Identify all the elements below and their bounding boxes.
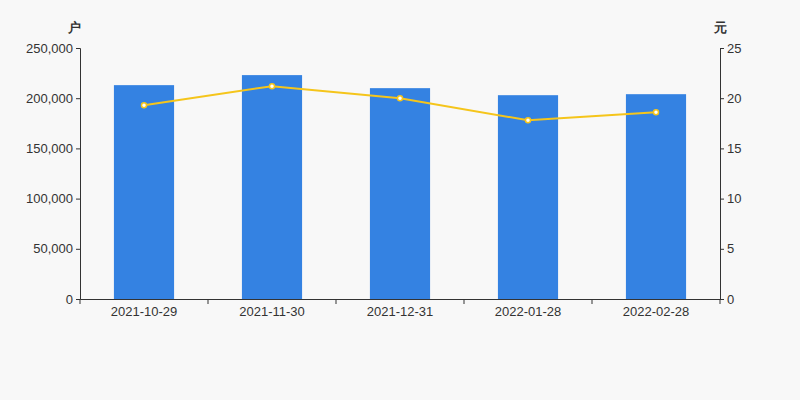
plot-marks: [114, 75, 686, 299]
tick-mark: [76, 148, 80, 149]
tick: 20: [720, 91, 741, 106]
tick-label: 50,000: [33, 241, 73, 256]
tick: 25: [720, 41, 741, 56]
x-axis: 2021-10-29 2021-11-30 2021-12-31 2022-01-28…: [80, 299, 721, 319]
axis-line: [76, 49, 81, 300]
tick-label: 2021-12-31: [367, 304, 434, 319]
tick-mark: [76, 249, 80, 250]
tick: 100,000: [26, 191, 80, 206]
tick: 2021-12-31: [367, 304, 434, 319]
tick: 10: [720, 191, 741, 206]
bar: [498, 95, 558, 299]
tick: 200,000: [26, 91, 80, 106]
axis-line: [81, 299, 721, 300]
tick-mark: [720, 48, 724, 49]
tick-label: 2022-02-28: [623, 304, 690, 319]
y2-axis: 0 5 10 15 20 25: [720, 41, 741, 307]
tick-label: 150,000: [26, 141, 73, 156]
marker: [654, 110, 659, 115]
bar: [626, 94, 686, 299]
tick: 50,000: [33, 241, 80, 256]
chart: 0 50,000 100,000 150,000 200,000 250,000 0 5 10 1…: [0, 0, 800, 400]
category-separator: [336, 299, 337, 304]
tick: 0: [66, 292, 80, 307]
tick: 0: [720, 292, 734, 307]
marker: [398, 96, 403, 101]
y2-axis-title: 元: [713, 20, 727, 35]
category-separator: [592, 299, 593, 304]
tick: 2021-11-30: [239, 304, 305, 319]
tick-mark: [76, 299, 80, 300]
tick-mark: [720, 148, 724, 149]
category-separator: [80, 299, 81, 304]
tick-label: 0: [727, 292, 734, 307]
marker-series: [142, 84, 659, 123]
bar: [242, 75, 302, 299]
tick: 2021-10-29: [111, 304, 178, 319]
tick-mark: [720, 249, 724, 250]
tick-label: 200,000: [26, 91, 73, 106]
axis-line: [721, 49, 725, 300]
tick-mark: [76, 199, 80, 200]
tick-label: 100,000: [26, 191, 73, 206]
tick: 250,000: [26, 41, 80, 56]
tick: 15: [720, 141, 741, 156]
tick-label: 10: [727, 191, 741, 206]
tick-label: 2021-10-29: [111, 304, 178, 319]
line: [144, 86, 656, 120]
marker: [526, 118, 531, 123]
tick-label: 250,000: [26, 41, 73, 56]
bar: [370, 88, 430, 299]
tick-label: 0: [66, 292, 73, 307]
tick: 2022-02-28: [623, 304, 690, 319]
y-axis-title: 户: [67, 20, 81, 35]
tick-label: 15: [727, 141, 741, 156]
tick-mark: [720, 299, 724, 300]
category-separator: [464, 299, 465, 304]
tick-label: 25: [727, 41, 741, 56]
marker: [270, 84, 275, 89]
tick-label: 5: [727, 241, 734, 256]
category-separator: [720, 299, 721, 304]
tick-mark: [720, 98, 724, 99]
tick-mark: [720, 199, 724, 200]
tick-label: 2021-11-30: [239, 304, 305, 319]
tick-label: 2022-01-28: [495, 304, 562, 319]
y-axis: 0 50,000 100,000 150,000 200,000 250,000: [26, 41, 81, 307]
category-separator: [208, 299, 209, 304]
tick: 150,000: [26, 141, 80, 156]
tick-mark: [76, 48, 80, 49]
marker: [142, 103, 147, 108]
tick-label: 20: [727, 91, 741, 106]
bar-series: [114, 75, 686, 299]
bar: [114, 85, 174, 299]
tick-mark: [76, 98, 80, 99]
tick: 5: [720, 241, 734, 256]
tick: 2022-01-28: [495, 304, 562, 319]
